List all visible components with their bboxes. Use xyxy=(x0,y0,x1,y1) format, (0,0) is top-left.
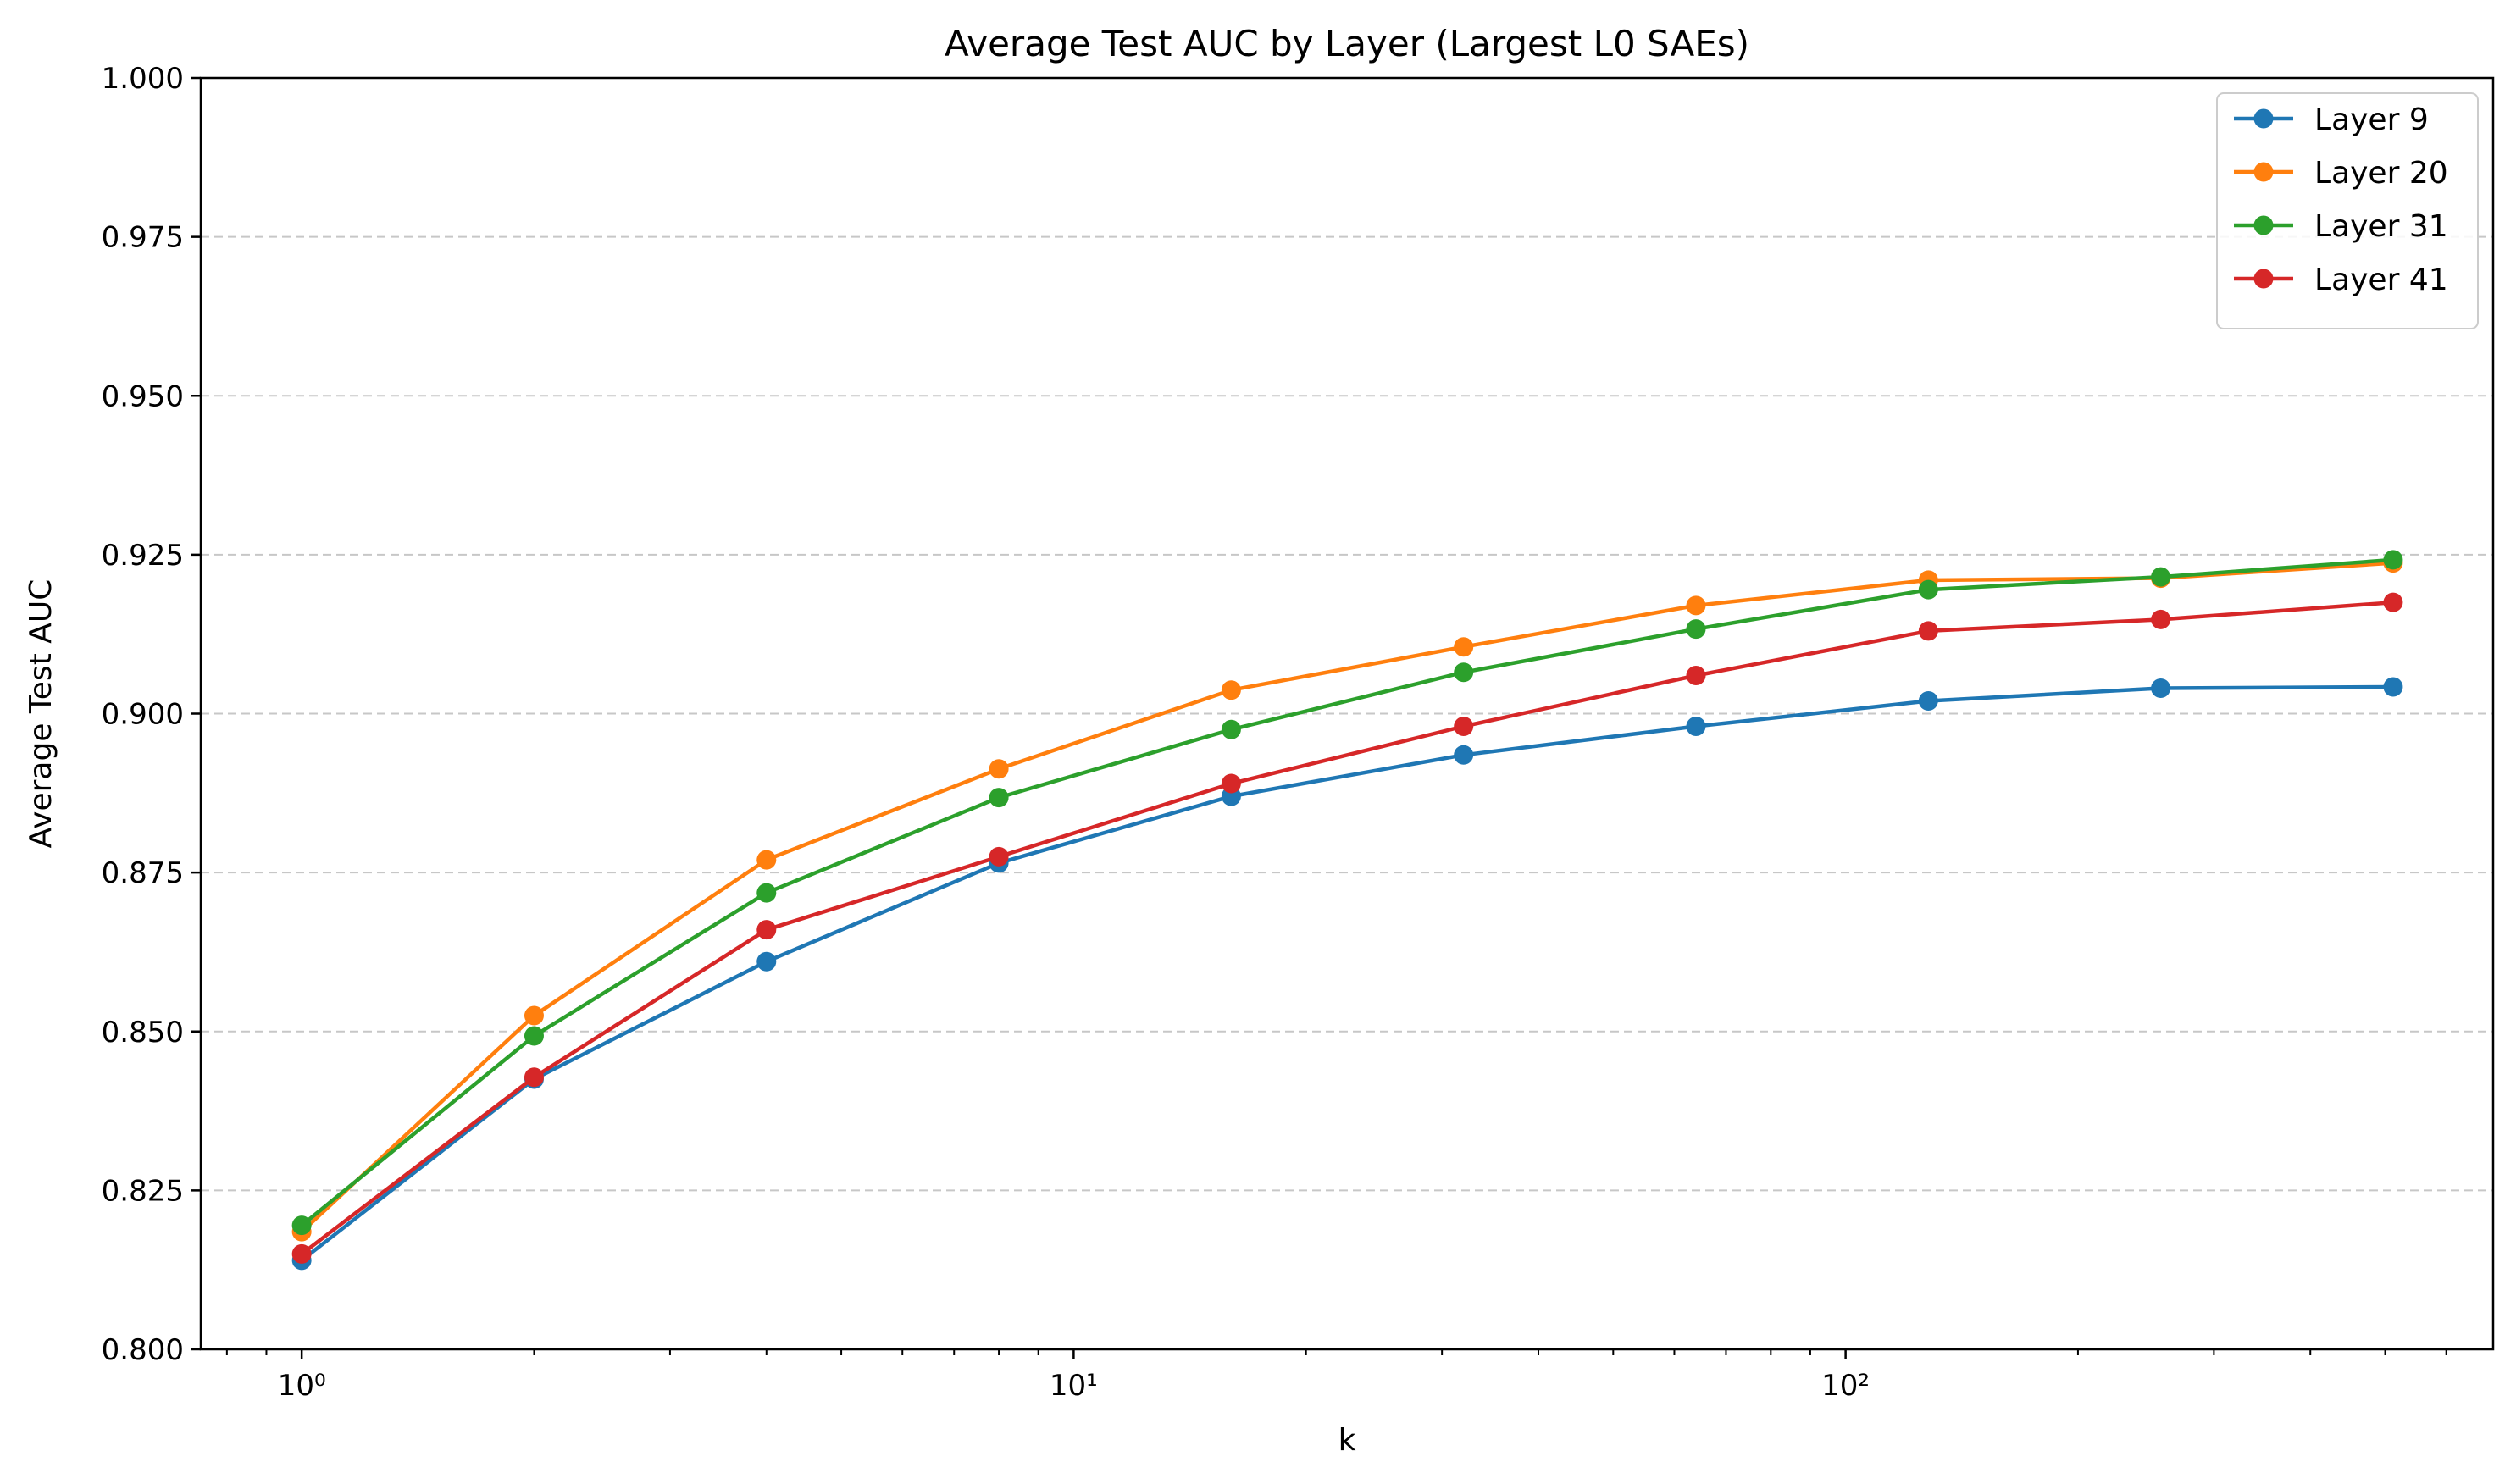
x-tick-label: 10⁰ xyxy=(278,1369,326,1403)
data-point xyxy=(2151,609,2171,629)
data-point xyxy=(989,788,1009,808)
data-point xyxy=(2151,678,2171,698)
gridlines xyxy=(201,235,2493,1192)
legend: Layer 9 Layer 20 Layer 31 Layer 41 xyxy=(2216,92,2479,329)
data-point xyxy=(1686,665,1706,685)
y-tick-label: 0.975 xyxy=(102,221,184,255)
data-point xyxy=(756,883,777,903)
data-point xyxy=(291,1243,312,1264)
series-line xyxy=(300,561,2394,1233)
y-tick-label: 0.875 xyxy=(102,856,184,890)
data-point xyxy=(1454,745,1474,765)
data-point xyxy=(1918,621,1938,641)
x-axis-label: k xyxy=(1338,1423,1356,1458)
x-axis: 10⁰ 10¹ 10² xyxy=(225,1349,2447,1403)
chart-title: Average Test AUC by Layer (Largest L0 SA… xyxy=(945,23,1749,64)
series-line xyxy=(300,684,2393,1262)
x-tick-label: 10² xyxy=(1821,1369,1870,1403)
data-point xyxy=(524,1005,544,1026)
data-point xyxy=(1918,579,1938,600)
series-line xyxy=(300,600,2394,1256)
legend-marker xyxy=(2253,215,2274,235)
data-point xyxy=(1686,619,1706,640)
legend-label: Layer 41 xyxy=(2314,263,2448,297)
data-point xyxy=(756,951,777,972)
data-point xyxy=(989,759,1009,779)
data-point xyxy=(1686,717,1706,737)
data-point xyxy=(2383,677,2403,697)
data-point xyxy=(1221,680,1241,700)
x-tick-label: 10¹ xyxy=(1050,1369,1098,1403)
data-point xyxy=(2383,550,2403,570)
legend-marker xyxy=(2253,108,2274,129)
legend-marker xyxy=(2253,269,2274,289)
y-tick-label: 0.950 xyxy=(102,379,184,413)
data-point xyxy=(989,846,1009,867)
y-tick-label: 0.800 xyxy=(102,1333,184,1367)
data-point xyxy=(1454,637,1474,657)
y-tick-label: 0.825 xyxy=(102,1174,184,1208)
y-tick-label: 1.000 xyxy=(102,62,184,96)
data-point xyxy=(524,1067,544,1088)
data-point xyxy=(2151,567,2171,587)
legend-label: Layer 31 xyxy=(2314,209,2448,244)
legend-item: Layer 9 xyxy=(2234,102,2429,137)
legend-label: Layer 20 xyxy=(2314,156,2448,191)
data-point xyxy=(756,850,777,870)
legend-item: Layer 20 xyxy=(2234,156,2448,191)
series-layer-41 xyxy=(291,592,2403,1264)
legend-marker xyxy=(2253,162,2274,182)
data-point xyxy=(1454,662,1474,683)
data-point xyxy=(291,1215,312,1236)
y-axis: 0.800 0.825 0.850 0.875 0.900 0.925 0.950 0.975… xyxy=(102,62,201,1367)
data-point xyxy=(756,920,777,940)
data-point xyxy=(1221,773,1241,794)
y-tick-label: 0.900 xyxy=(102,698,184,732)
data-point xyxy=(524,1026,544,1046)
legend-box xyxy=(2216,92,2479,329)
data-point xyxy=(2383,592,2403,612)
legend-item: Layer 41 xyxy=(2234,263,2448,297)
y-axis-label: Average Test AUC xyxy=(24,579,58,849)
data-point xyxy=(1686,595,1706,616)
series-layer xyxy=(291,550,2403,1271)
data-point xyxy=(1918,690,1938,711)
legend-item: Layer 31 xyxy=(2234,209,2448,244)
y-tick-label: 0.925 xyxy=(102,539,184,573)
data-point xyxy=(1221,719,1241,739)
series-layer-31 xyxy=(291,550,2403,1236)
y-tick-label: 0.850 xyxy=(102,1016,184,1049)
legend-label: Layer 9 xyxy=(2314,102,2429,137)
data-point xyxy=(1454,717,1474,737)
series-line xyxy=(300,557,2394,1227)
